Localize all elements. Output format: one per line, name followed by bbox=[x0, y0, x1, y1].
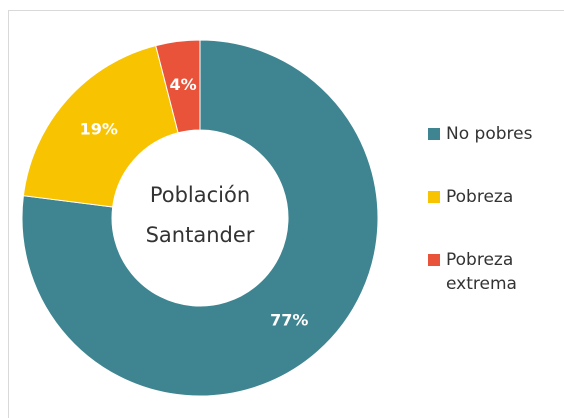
frame bbox=[8, 10, 564, 418]
slice bbox=[155, 39, 201, 134]
value-label: 4% bbox=[169, 75, 196, 94]
legend-swatch bbox=[428, 191, 440, 203]
legend: No pobres Pobreza Pobreza extrema bbox=[424, 122, 564, 335]
value-label: 77% bbox=[270, 310, 308, 329]
center-label: Población bbox=[150, 183, 250, 207]
slices bbox=[21, 39, 379, 397]
center-label: Santander bbox=[146, 223, 255, 247]
legend-label: Pobreza extrema bbox=[446, 250, 517, 294]
legend-label: Pobreza bbox=[446, 187, 514, 207]
slice bbox=[21, 39, 379, 397]
legend-item: Pobreza extrema bbox=[424, 248, 546, 296]
legend-swatch bbox=[428, 128, 440, 140]
slice bbox=[22, 44, 179, 208]
legend-item: Pobreza bbox=[424, 185, 546, 209]
legend-item: No pobres bbox=[424, 122, 546, 146]
legend-swatch bbox=[428, 254, 440, 266]
value-label: 19% bbox=[80, 120, 118, 139]
legend-label: No pobres bbox=[446, 124, 533, 144]
